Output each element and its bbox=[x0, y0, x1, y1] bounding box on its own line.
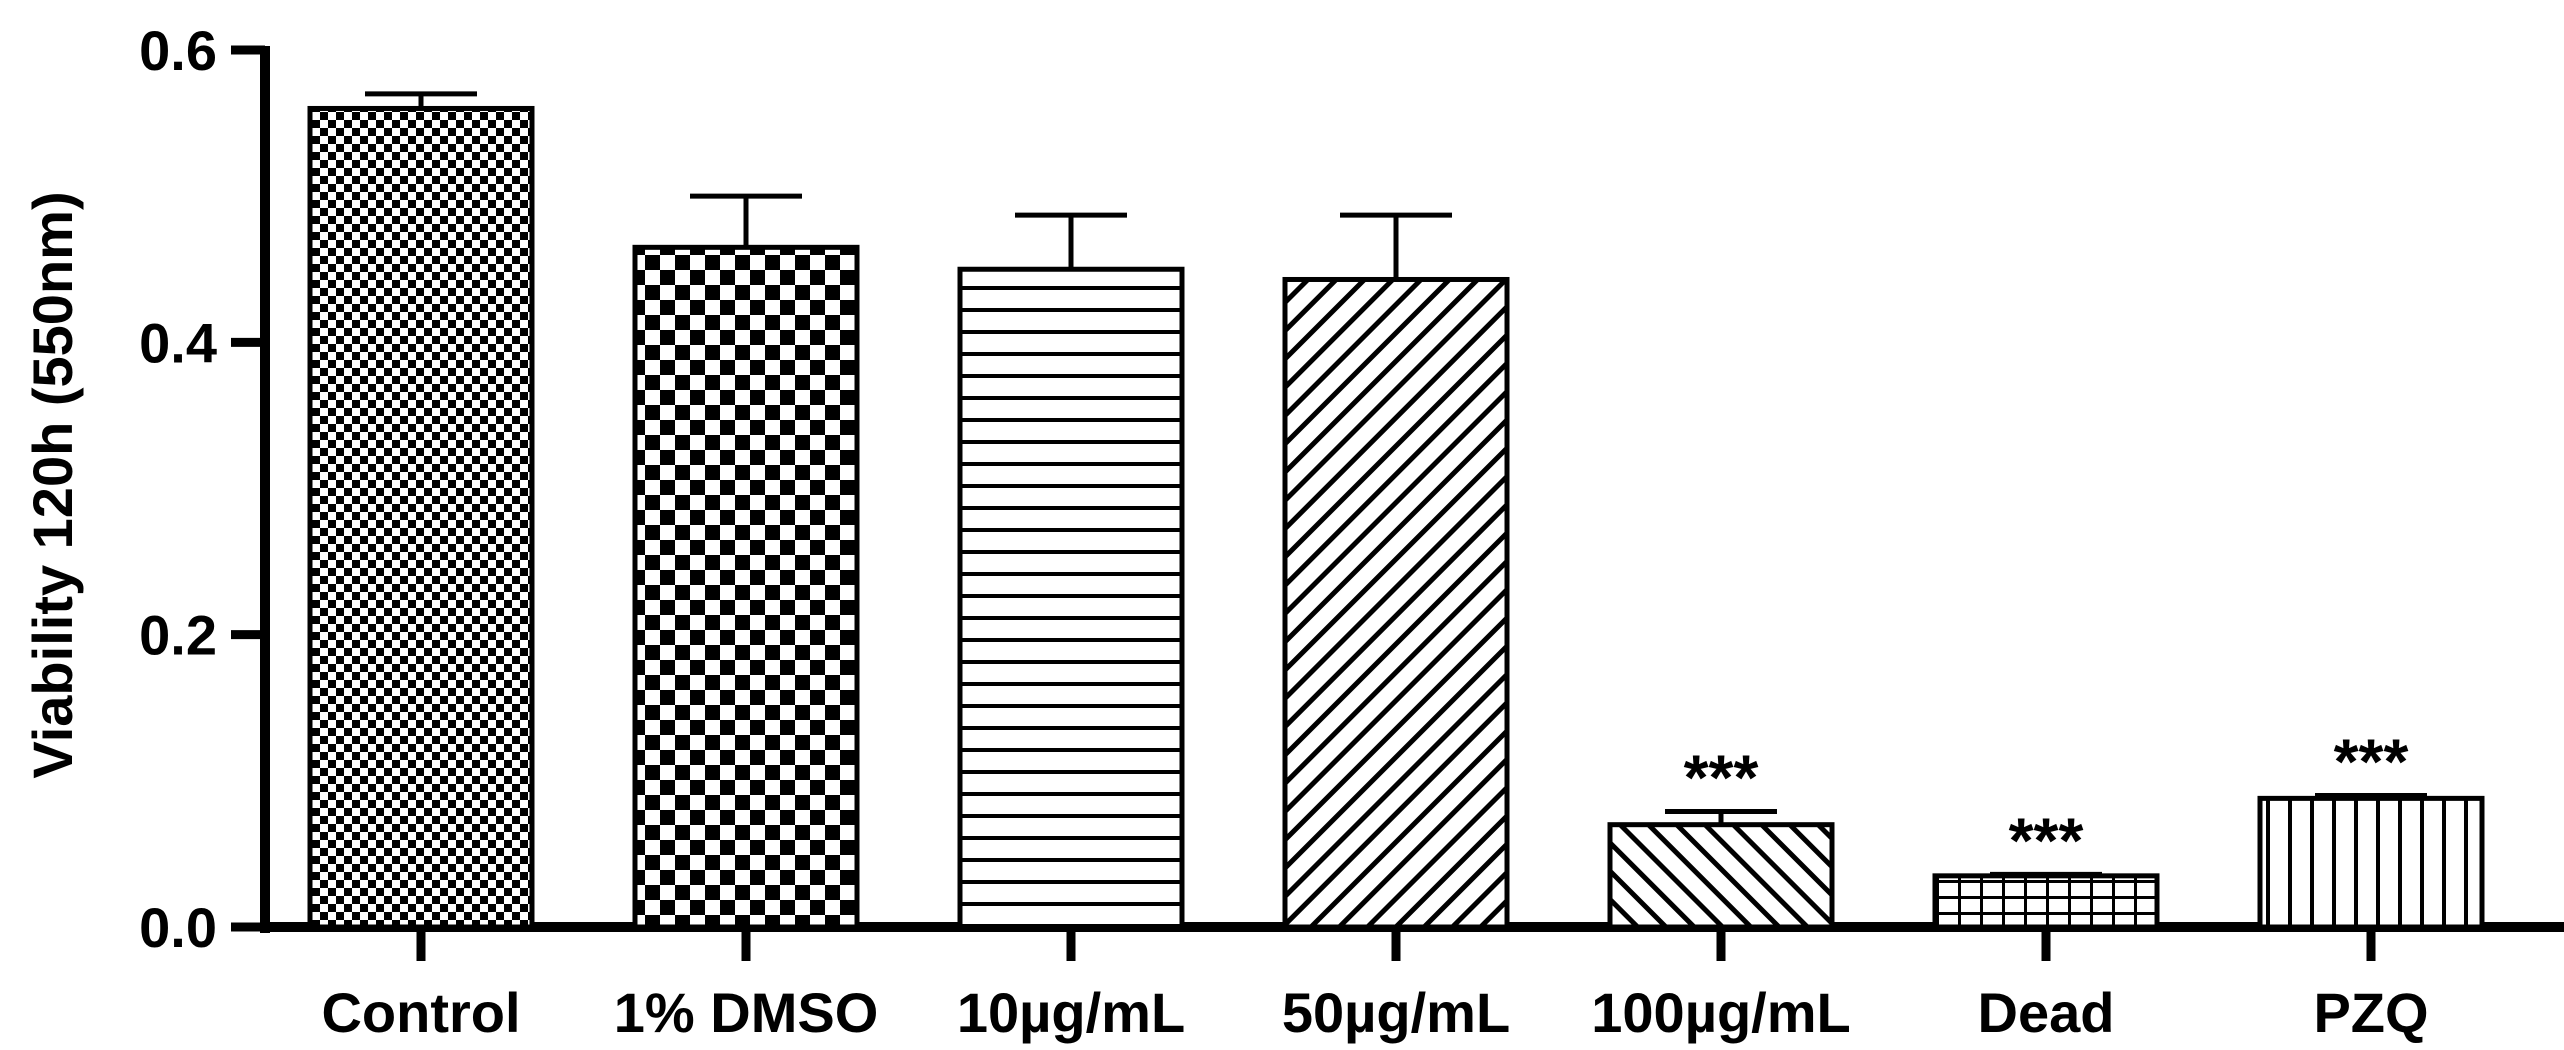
category-labels: Control 1% DMSO 10µg/mL 50µg/mL 100µg/mL Dead… bbox=[321, 981, 2428, 1044]
significance-marker: *** bbox=[2009, 804, 2084, 876]
bars bbox=[307, 105, 2485, 930]
category-label: 10µg/mL bbox=[957, 981, 1185, 1044]
bar-7 bbox=[2257, 795, 2485, 930]
significance-annotations: *** *** *** bbox=[1684, 725, 2409, 876]
bar-1 bbox=[307, 105, 535, 930]
y-tick-label: 0.6 bbox=[139, 19, 217, 82]
y-axis: 0.0 0.2 0.4 0.6 bbox=[139, 19, 270, 959]
y-tick-label: 0.4 bbox=[139, 311, 217, 374]
significance-marker: *** bbox=[2334, 725, 2409, 797]
y-tick-label: 0.0 bbox=[139, 896, 217, 959]
y-axis-label: Viability 120h (550nm) bbox=[21, 191, 84, 778]
bar-5 bbox=[1607, 822, 1835, 930]
y-tick-label: 0.2 bbox=[139, 604, 217, 667]
category-label: PZQ bbox=[2313, 981, 2428, 1044]
error-bars bbox=[365, 91, 2427, 877]
bar-6 bbox=[1932, 873, 2160, 930]
category-label: 1% DMSO bbox=[614, 981, 879, 1044]
category-label: Dead bbox=[1978, 981, 2115, 1044]
category-label: 100µg/mL bbox=[1591, 981, 1850, 1044]
category-label: 50µg/mL bbox=[1282, 981, 1510, 1044]
x-axis bbox=[260, 922, 2564, 961]
bar-2 bbox=[632, 244, 860, 930]
significance-marker: *** bbox=[1684, 742, 1759, 814]
bar-4 bbox=[1282, 276, 1510, 930]
bar-3 bbox=[957, 266, 1185, 930]
category-label: Control bbox=[321, 981, 520, 1044]
